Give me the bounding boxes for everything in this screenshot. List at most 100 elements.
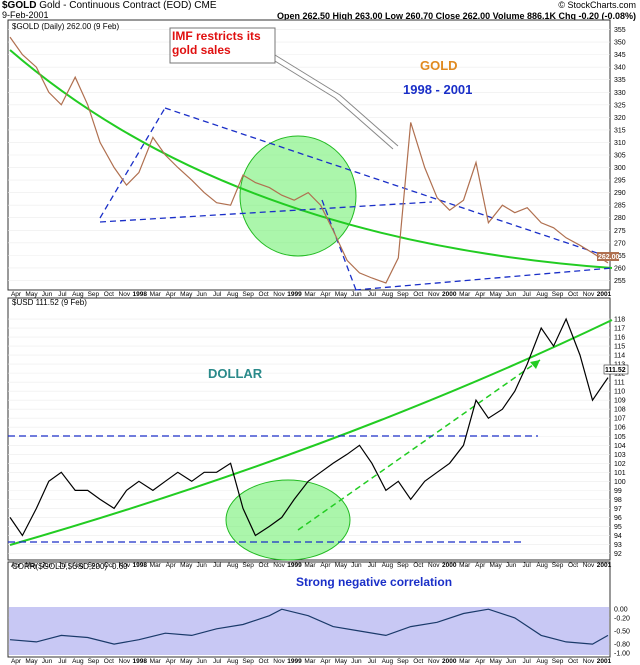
x-tick-label: Sep <box>552 291 564 298</box>
x-tick-label: Aug <box>72 562 84 569</box>
x-tick-label: Aug <box>382 291 394 298</box>
y-tick-label: 118 <box>614 317 625 324</box>
y-tick-label: 280 <box>614 215 626 222</box>
x-tick-label: Apr <box>166 291 177 298</box>
x-tick-label: May <box>335 562 348 569</box>
x-tick-label: May <box>180 658 193 665</box>
x-tick-label: Aug <box>227 658 239 665</box>
x-tick-label: Apr <box>11 658 22 665</box>
x-tick-label: 2000 <box>442 658 457 665</box>
correlation-caption: Strong negative correlation <box>296 575 452 589</box>
y-tick-label: 99 <box>614 488 622 495</box>
x-tick-label: Apr <box>11 291 22 298</box>
x-tick-label: Mar <box>150 562 162 569</box>
gold-title: GOLD <box>420 58 458 73</box>
x-tick-label: Aug <box>536 291 548 298</box>
x-tick-label: Jul <box>522 291 531 298</box>
x-tick-label: May <box>25 562 38 569</box>
x-tick-label: Jul <box>522 562 531 569</box>
y-tick-label: 103 <box>614 452 626 459</box>
y-tick-label: 330 <box>614 90 626 97</box>
dollar-title: DOLLAR <box>208 366 263 381</box>
symbol: $GOLD <box>2 0 37 11</box>
x-tick-label: Jun <box>196 658 207 665</box>
x-tick-label: Jun <box>506 658 517 665</box>
x-tick-label: Aug <box>536 562 548 569</box>
x-tick-label: Aug <box>382 562 394 569</box>
x-tick-label: 1998 <box>133 291 148 298</box>
usd-legend: $USD 111.52 (9 Feb) <box>12 298 87 307</box>
instrument-name: Gold - Continuous Contract (EOD) <box>39 0 192 11</box>
credit: © StockCharts.com <box>558 0 636 10</box>
x-tick-label: Oct <box>104 562 114 569</box>
x-tick-label: Apr <box>166 562 177 569</box>
y-tick-label: 355 <box>614 27 626 34</box>
quote-line: Open 262.50 High 263.00 Low 260.70 Close… <box>277 11 636 21</box>
y-tick-label: 100 <box>614 479 626 486</box>
x-tick-label: May <box>490 562 503 569</box>
callout-pointer <box>274 54 399 147</box>
x-tick-label: Nov <box>273 562 285 569</box>
x-tick-label: Mar <box>304 562 316 569</box>
x-tick-label: Jul <box>213 658 222 665</box>
x-tick-label: Jul <box>213 562 222 569</box>
x-tick-label: Oct <box>413 658 423 665</box>
y-tick-label: 98 <box>614 497 622 504</box>
x-tick-label: Oct <box>568 291 578 298</box>
x-tick-label: Mar <box>304 291 316 298</box>
x-tick-label: May <box>180 291 193 298</box>
x-tick-label: Nov <box>428 562 440 569</box>
y-tick-label: 350 <box>614 40 626 47</box>
x-tick-label: Oct <box>568 562 578 569</box>
x-tick-label: Mar <box>459 291 471 298</box>
x-tick-label: Jun <box>506 562 517 569</box>
y-tick-label: 97 <box>614 506 622 513</box>
x-tick-label: Oct <box>413 291 423 298</box>
x-tick-label: Nov <box>583 562 595 569</box>
x-tick-label: Nov <box>583 291 595 298</box>
x-tick-label: Apr <box>475 658 486 665</box>
x-tick-label: Oct <box>259 562 269 569</box>
y-tick-label: -1.00 <box>614 650 630 657</box>
y-tick-label: 290 <box>614 190 626 197</box>
usd-green-trend-curve <box>9 319 613 546</box>
y-tick-label: 315 <box>614 127 626 134</box>
x-tick-label: Oct <box>104 291 114 298</box>
x-tick-label: Sep <box>88 291 100 298</box>
x-tick-label: Aug <box>227 291 239 298</box>
usd-price-line <box>9 317 609 537</box>
gold-last-value-tag: 262.00 <box>597 252 620 261</box>
y-tick-label: 101 <box>614 470 626 477</box>
y-tick-label: 320 <box>614 115 626 122</box>
x-tick-label: 1999 <box>287 562 302 569</box>
imf-callout-text: IMF restricts its gold sales <box>172 29 261 57</box>
x-tick-label: Mar <box>459 658 471 665</box>
x-tick-label: Jun <box>42 562 53 569</box>
callout-box <box>169 27 276 64</box>
x-tick-label: Nov <box>119 562 131 569</box>
y-tick-label: 270 <box>614 240 626 247</box>
x-tick-label: Sep <box>397 291 409 298</box>
x-tick-label: Aug <box>536 658 548 665</box>
y-tick-label: 285 <box>614 203 626 210</box>
x-tick-label: Oct <box>568 658 578 665</box>
x-tick-label: 2000 <box>442 562 457 569</box>
usd-highlight-circle <box>225 479 351 561</box>
y-tick-label: 275 <box>614 228 626 235</box>
x-tick-label: Sep <box>552 658 564 665</box>
y-tick-label: 116 <box>614 335 625 342</box>
x-tick-label: 1999 <box>287 291 302 298</box>
y-tick-label: 105 <box>614 434 626 441</box>
y-tick-label: -0.80 <box>614 642 630 649</box>
x-tick-label: Nov <box>273 291 285 298</box>
x-tick-label: Jul <box>368 562 377 569</box>
x-tick-label: Sep <box>397 658 409 665</box>
x-tick-label: 2000 <box>442 291 457 298</box>
x-tick-label: Nov <box>119 658 131 665</box>
usd-last-value-tag: 111.52 <box>603 364 629 375</box>
x-tick-label: Sep <box>397 562 409 569</box>
x-tick-label: Sep <box>242 658 254 665</box>
x-tick-label: Sep <box>552 562 564 569</box>
y-tick-label: 340 <box>614 65 626 72</box>
